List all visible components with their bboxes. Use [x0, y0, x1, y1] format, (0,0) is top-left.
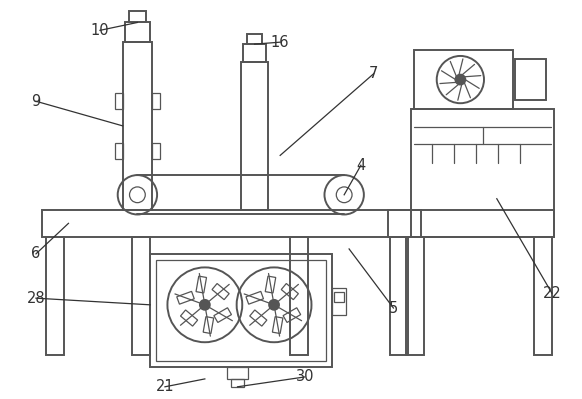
Bar — [203, 317, 214, 334]
Bar — [290, 237, 308, 355]
Text: 6: 6 — [31, 246, 41, 261]
Text: 22: 22 — [542, 286, 561, 301]
Bar — [180, 310, 198, 326]
Bar — [243, 44, 267, 62]
Bar — [246, 291, 264, 304]
Circle shape — [269, 300, 279, 310]
Circle shape — [200, 300, 210, 310]
Bar — [214, 308, 232, 322]
Bar — [125, 22, 150, 42]
Bar — [227, 367, 249, 379]
Text: 30: 30 — [296, 369, 314, 385]
Text: 9: 9 — [31, 94, 41, 109]
Bar — [250, 310, 267, 326]
Text: 5: 5 — [389, 300, 398, 316]
Circle shape — [456, 75, 465, 85]
Text: 28: 28 — [27, 291, 45, 306]
Bar — [411, 109, 554, 237]
Bar — [334, 292, 344, 302]
Bar — [196, 276, 207, 293]
Bar — [391, 237, 408, 355]
Bar — [115, 143, 123, 159]
Text: 7: 7 — [369, 66, 378, 81]
Bar — [247, 34, 262, 44]
Bar — [46, 237, 63, 355]
Bar — [388, 209, 554, 237]
Bar — [129, 11, 146, 22]
Bar — [272, 317, 283, 334]
Bar — [212, 284, 229, 300]
Bar — [514, 59, 546, 100]
Bar — [241, 62, 268, 209]
Bar — [534, 237, 552, 355]
Bar — [281, 284, 299, 300]
Bar — [115, 93, 123, 109]
Bar — [42, 209, 421, 237]
Bar — [156, 260, 327, 361]
Bar — [265, 276, 276, 293]
Bar — [123, 42, 152, 209]
Bar — [177, 291, 194, 304]
Bar — [414, 50, 513, 109]
Bar — [332, 288, 346, 315]
Bar — [133, 237, 150, 355]
Bar — [283, 308, 301, 322]
Text: 21: 21 — [155, 379, 174, 394]
Bar — [152, 93, 160, 109]
Bar — [406, 237, 424, 355]
Bar — [230, 379, 244, 387]
Bar — [150, 254, 332, 367]
Bar — [152, 143, 160, 159]
Text: 4: 4 — [356, 158, 365, 173]
Text: 10: 10 — [91, 23, 109, 38]
Text: 16: 16 — [271, 35, 289, 49]
